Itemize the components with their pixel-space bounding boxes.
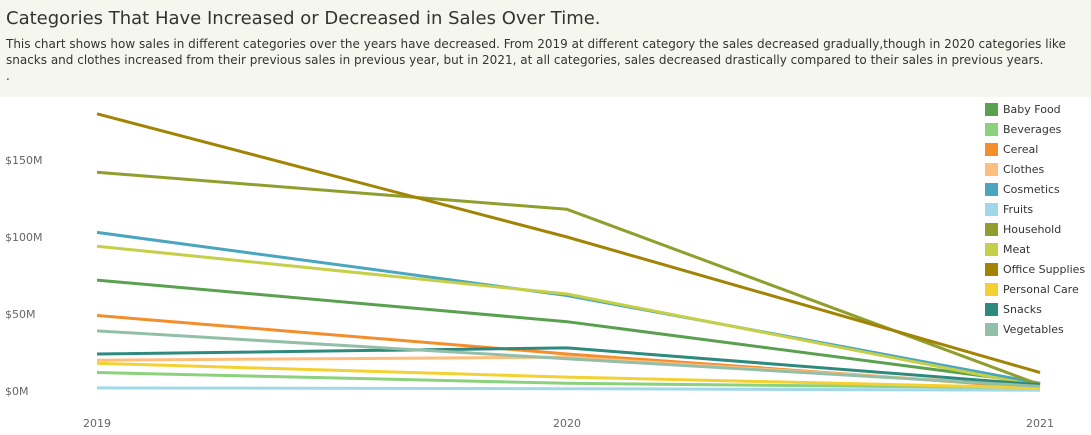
chart-description: This chart shows how sales in different … [6, 37, 1066, 67]
legend-swatch [985, 262, 998, 276]
legend-swatch [985, 242, 998, 256]
series-line-office-supplies[interactable] [96, 112, 1041, 374]
legend-item-fruits[interactable]: Fruits [985, 199, 1089, 219]
legend-label: Vegetables [1003, 322, 1064, 336]
legend-label: Snacks [1003, 302, 1042, 316]
x-tick-label: 2019 [83, 417, 111, 430]
legend-item-cereal[interactable]: Cereal [985, 139, 1089, 159]
legend-label: Personal Care [1003, 282, 1079, 296]
series-line-baby-food[interactable] [96, 278, 1041, 385]
legend-item-meat[interactable]: Meat [985, 239, 1089, 259]
legend-item-office-supplies[interactable]: Office Supplies [985, 259, 1089, 279]
series-lines [96, 112, 1041, 392]
legend-item-vegetables[interactable]: Vegetables [985, 319, 1089, 339]
legend-swatch [985, 222, 998, 236]
legend-swatch [985, 322, 998, 336]
x-tick-label: 2021 [1026, 417, 1054, 430]
legend-label: Household [1003, 222, 1062, 236]
legend-label: Office Supplies [1003, 262, 1086, 276]
legend-label: Cereal [1003, 142, 1039, 156]
legend-swatch [985, 162, 998, 176]
legend-item-beverages[interactable]: Beverages [985, 119, 1089, 139]
series-line-snacks[interactable] [96, 346, 1041, 387]
legend-label: Baby Food [1003, 102, 1061, 116]
legend[interactable]: Baby Food Beverages Cereal Clothes Cosmetics… [985, 99, 1089, 339]
legend-swatch [985, 122, 998, 136]
legend-label: Cosmetics [1003, 182, 1060, 196]
legend-swatch [985, 282, 998, 296]
legend-swatch [985, 102, 998, 116]
legend-swatch [985, 202, 998, 216]
chart-subtitle: This chart shows how sales in different … [6, 36, 1076, 84]
y-tick-label: $50M [5, 308, 36, 321]
x-tick-label: 2020 [553, 417, 581, 430]
line-chart: $0M $50M $100M $150M 2019 2020 2021 [5, 112, 1054, 430]
y-tick-label: $150M [5, 154, 43, 167]
series-line-fruits[interactable] [96, 386, 1041, 392]
legend-item-personal-care[interactable]: Personal Care [985, 279, 1089, 299]
legend-label: Beverages [1003, 122, 1062, 136]
series-line-beverages[interactable] [96, 371, 1041, 390]
legend-swatch [985, 142, 998, 156]
legend-swatch [985, 302, 998, 316]
series-line-meat[interactable] [96, 244, 1041, 388]
legend-item-clothes[interactable]: Clothes [985, 159, 1089, 179]
legend-item-snacks[interactable]: Snacks [985, 299, 1089, 319]
legend-swatch [985, 182, 998, 196]
chart-note: . [6, 69, 10, 83]
legend-label: Clothes [1003, 162, 1045, 176]
legend-item-baby-food[interactable]: Baby Food [985, 99, 1089, 119]
y-axis: $0M $50M $100M $150M [5, 154, 43, 398]
series-line-vegetables[interactable] [96, 329, 1041, 388]
legend-item-household[interactable]: Household [985, 219, 1089, 239]
legend-item-cosmetics[interactable]: Cosmetics [985, 179, 1089, 199]
legend-label: Meat [1003, 242, 1031, 256]
y-tick-label: $100M [5, 231, 43, 244]
chart-header: Categories That Have Increased or Decrea… [0, 0, 1091, 97]
legend-label: Fruits [1003, 202, 1034, 216]
y-tick-label: $0M [5, 385, 29, 398]
chart-title: Categories That Have Increased or Decrea… [6, 8, 601, 29]
series-line-personal-care[interactable] [96, 361, 1041, 390]
x-axis: 2019 2020 2021 [83, 417, 1054, 430]
